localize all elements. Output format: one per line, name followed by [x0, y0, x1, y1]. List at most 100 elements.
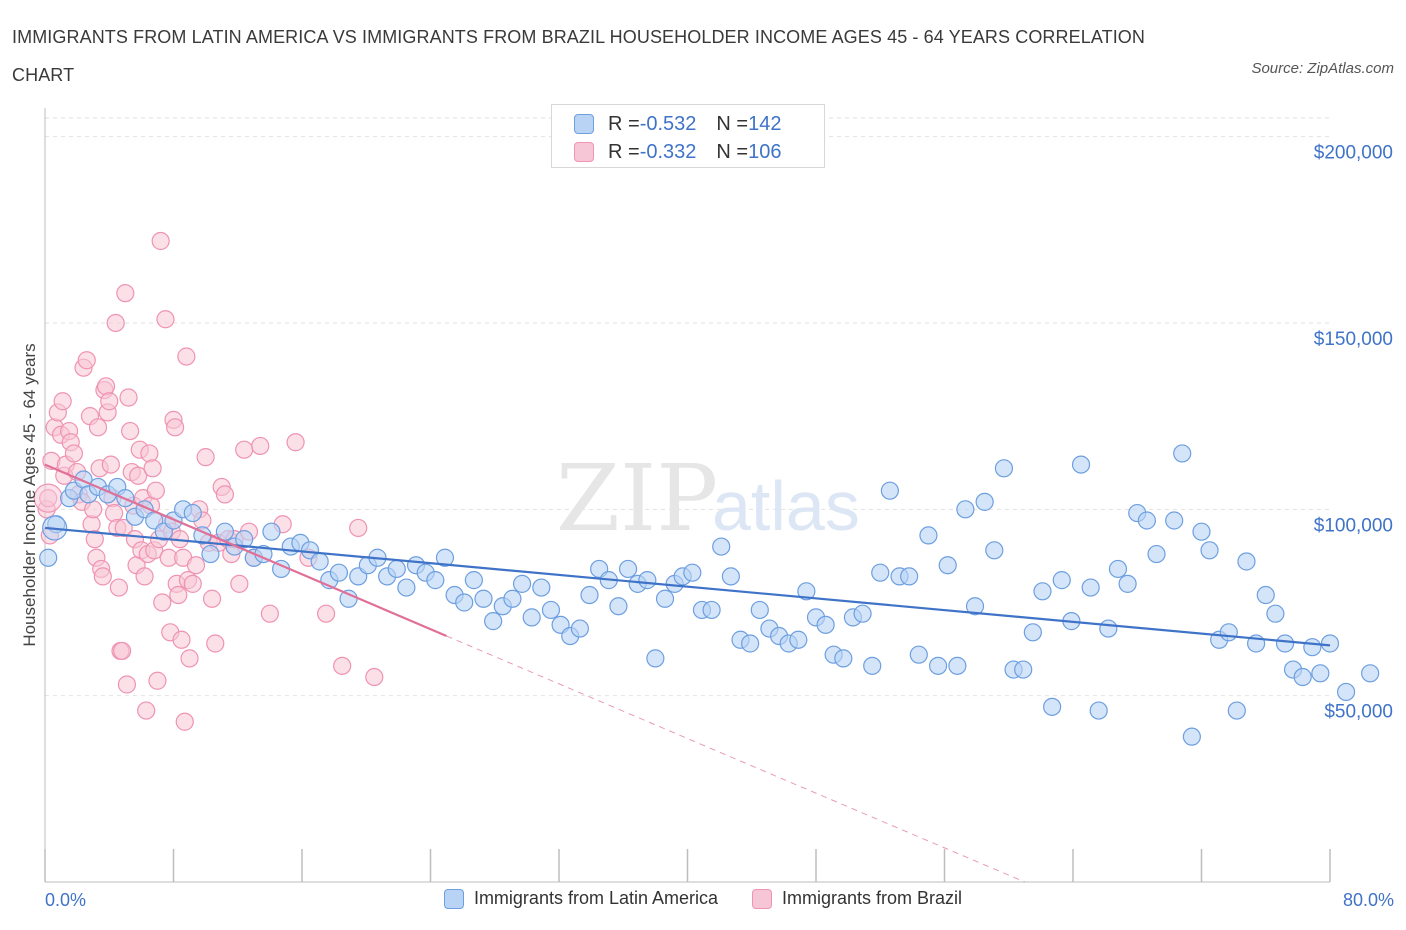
data-point-brazil [109, 578, 128, 597]
data-point-latin-america [1361, 664, 1380, 683]
data-point-brazil [85, 530, 104, 549]
data-point-brazil [316, 604, 336, 623]
data-point-latin-america [712, 537, 731, 556]
data-point-brazil [119, 388, 138, 407]
data-point-brazil [175, 712, 194, 731]
legend-n-value: 106 [748, 140, 782, 163]
data-point-latin-america [965, 597, 985, 616]
data-point-latin-america [741, 634, 760, 653]
trend-line-brazil [44, 463, 447, 638]
data-point-latin-america [532, 578, 551, 597]
data-point-latin-america [1320, 634, 1340, 653]
data-point-latin-america [1052, 571, 1071, 590]
legend-swatch-pink [752, 888, 773, 909]
data-point-brazil [121, 421, 140, 441]
data-point-brazil [64, 444, 84, 463]
legend-swatch-blue [443, 888, 464, 909]
data-point-brazil [129, 466, 148, 485]
legend-r-label: R = [608, 140, 640, 163]
watermark: ZIP atlas [556, 445, 860, 552]
data-point-latin-america [1137, 511, 1156, 530]
data-point-brazil [148, 671, 167, 690]
data-point-latin-america [1043, 697, 1062, 716]
data-point-latin-america [1173, 444, 1192, 463]
data-point-latin-america [1165, 511, 1184, 530]
data-point-latin-america [646, 649, 665, 668]
data-point-latin-america [426, 571, 445, 590]
data-point-brazil [114, 518, 133, 538]
data-point-latin-america [235, 530, 254, 549]
data-point-latin-america [750, 600, 769, 620]
data-point-latin-america [1219, 623, 1238, 642]
data-point-brazil [100, 392, 119, 411]
series-brazil [33, 231, 384, 731]
data-point-latin-america [1033, 582, 1052, 601]
data-point-latin-america [1118, 574, 1137, 593]
data-point-latin-america [928, 656, 948, 675]
legend-item-latin-america: Immigrants from Latin America [443, 888, 718, 909]
axes [44, 108, 1331, 883]
data-point-latin-america [1023, 623, 1042, 642]
data-point-brazil [349, 518, 368, 538]
data-point-latin-america [1081, 578, 1100, 597]
data-point-latin-america [1311, 664, 1330, 683]
legend-r-label: R = [608, 112, 640, 135]
data-point-latin-america [310, 552, 329, 571]
data-point-latin-america [871, 563, 890, 582]
data-point-latin-america [484, 612, 503, 631]
data-point-latin-america [938, 556, 957, 575]
data-point-brazil [112, 641, 132, 661]
data-point-latin-america [1227, 701, 1246, 720]
data-point-brazil [365, 667, 384, 687]
data-point-latin-america [262, 522, 281, 541]
data-point-latin-america [397, 578, 416, 597]
data-point-brazil [96, 377, 116, 396]
data-point-brazil [235, 440, 254, 459]
data-point-latin-america [975, 492, 994, 511]
data-point-latin-america [201, 544, 220, 564]
data-point-latin-america [39, 548, 58, 567]
legend-item-brazil: Immigrants from Brazil [752, 888, 962, 909]
data-point-latin-america [1071, 455, 1091, 474]
data-point-brazil [93, 567, 112, 586]
data-point-latin-america [956, 500, 975, 519]
data-point-latin-america [789, 630, 808, 649]
data-point-brazil [251, 436, 270, 456]
data-point-brazil [286, 433, 305, 452]
data-point-latin-america [570, 619, 589, 638]
data-point-latin-america [1200, 541, 1219, 560]
data-point-latin-america [1192, 522, 1211, 541]
data-point-latin-america [541, 600, 561, 620]
legend-n-label: N = [716, 112, 749, 135]
legend-row-latin-america: R = -0.532 N = 142 [574, 110, 781, 138]
data-point-brazil [137, 701, 156, 720]
data-point-brazil [146, 481, 165, 500]
data-point-brazil [140, 444, 159, 463]
legend-n-value: 142 [748, 112, 782, 135]
y-tick-label: $100,000 [1314, 515, 1393, 536]
data-point-brazil [333, 656, 352, 675]
data-point-latin-america [1147, 544, 1166, 564]
data-point-latin-america [618, 559, 638, 579]
data-point-latin-america [721, 567, 740, 586]
data-point-brazil [153, 593, 172, 612]
trend-lines [44, 463, 1331, 883]
data-point-latin-america [1303, 638, 1322, 657]
data-point-latin-america [329, 563, 349, 582]
legend-swatch-pink [574, 142, 594, 162]
data-point-brazil [106, 313, 125, 333]
x-tick-min: 0.0% [45, 890, 87, 910]
y-tick-label: $150,000 [1314, 329, 1393, 350]
data-point-latin-america [455, 593, 474, 612]
data-point-latin-america [1099, 619, 1118, 638]
data-point-brazil [177, 347, 196, 366]
data-point-brazil [196, 448, 215, 467]
data-point-latin-america [183, 503, 202, 523]
legend-r-value: -0.532 [639, 112, 697, 135]
source-label: Source: ZipAtlas.com [1251, 60, 1394, 77]
y-tick-label: $200,000 [1314, 143, 1393, 164]
data-point-latin-america [863, 656, 882, 675]
legend-swatch-blue [574, 114, 594, 134]
data-point-latin-america [1089, 701, 1108, 720]
data-point-latin-america [1266, 604, 1285, 623]
